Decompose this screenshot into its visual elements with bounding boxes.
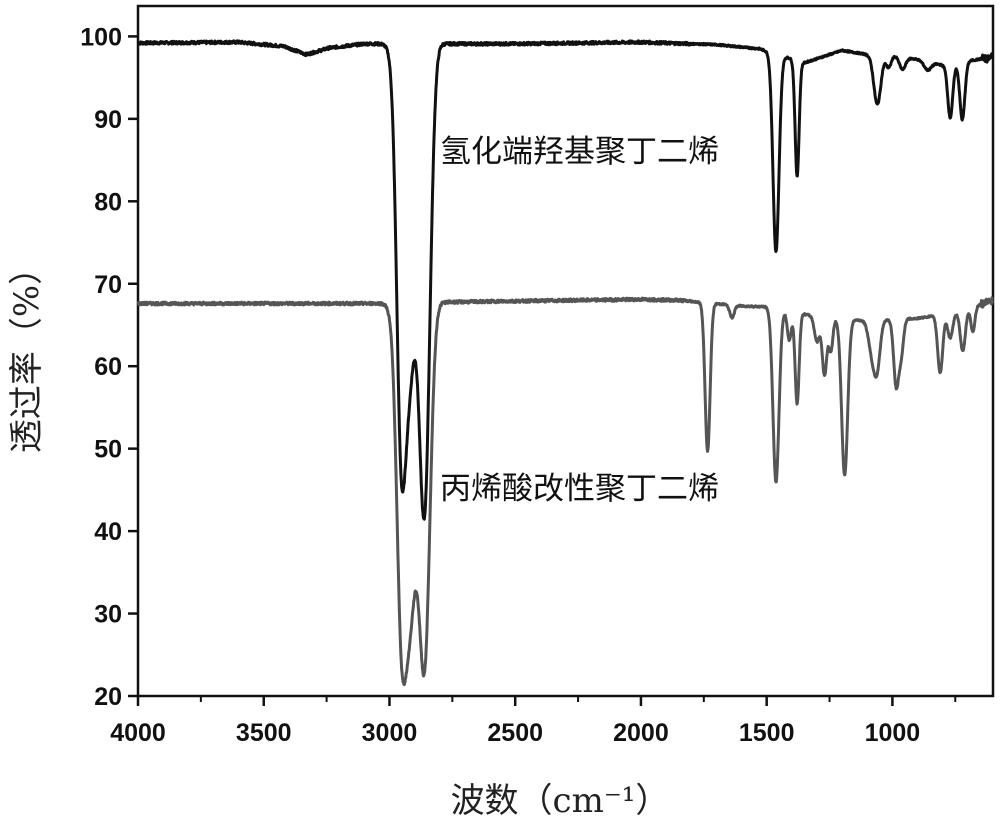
series-label-hydrogenated-htpb: 氢化端羟基聚丁二烯 — [440, 134, 719, 170]
y-tick-label: 70 — [94, 271, 122, 299]
y-axis-title: 透过率（%） — [7, 251, 47, 453]
plot-frame — [138, 6, 993, 696]
x-tick-label: 2500 — [487, 719, 543, 747]
y-tick-label: 50 — [94, 436, 122, 464]
y-tick-label: 100 — [80, 23, 122, 51]
y-tick-label: 60 — [94, 353, 122, 381]
y-tick-label: 40 — [94, 518, 122, 546]
y-tick-label: 80 — [94, 188, 122, 216]
x-tick-label: 3500 — [236, 719, 292, 747]
x-tick-label: 4000 — [110, 719, 166, 747]
x-tick-label: 3000 — [362, 719, 418, 747]
x-tick-label: 2000 — [613, 719, 669, 747]
y-tick-label: 20 — [94, 683, 122, 711]
x-tick-label: 1000 — [865, 719, 921, 747]
y-tick-label: 90 — [94, 106, 122, 134]
series-label-acrylic-modified-pb: 丙烯酸改性聚丁二烯 — [440, 471, 719, 507]
y-axis-ticks: 20 30 40 50 60 70 80 90 100 — [80, 23, 138, 711]
series-line-1 — [138, 41, 993, 519]
x-tick-label: 1500 — [739, 719, 795, 747]
x-axis-ticks: 4000 3500 3000 2500 2000 1500 1000 — [110, 696, 955, 747]
x-axis-title: 波数（cm⁻¹） — [451, 781, 670, 821]
y-tick-label: 30 — [94, 601, 122, 629]
